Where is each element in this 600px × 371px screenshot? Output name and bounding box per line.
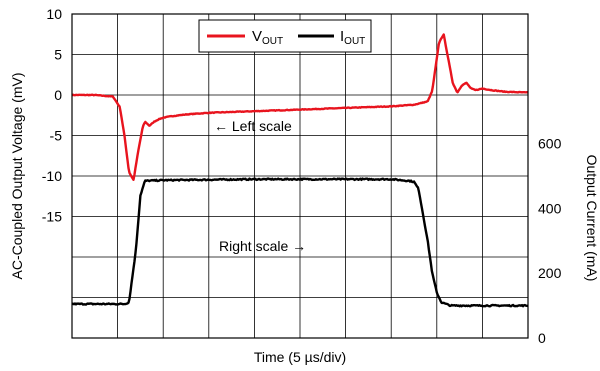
annotation-left-scale: ← Left scale <box>214 118 292 134</box>
series-layer <box>71 33 529 308</box>
right-tick-label: 400 <box>538 200 562 216</box>
series-line-iout <box>71 177 529 308</box>
x-axis-label: Time (5 µs/div) <box>254 349 346 365</box>
right-axis-label: Output Current (mA) <box>584 155 600 282</box>
series-line-vout <box>71 33 529 181</box>
left-axis-label: AC-Coupled Output Voltage (mV) <box>9 73 25 280</box>
left-tick-label: 10 <box>46 6 62 22</box>
grid <box>72 14 528 338</box>
legend-label-iout: IOUT <box>340 28 365 47</box>
right-tick-label: 0 <box>538 330 546 346</box>
left-tick-label: 5 <box>54 47 62 63</box>
annotation-right-scale: Right scale → <box>219 238 306 254</box>
right-axis-ticks: 600 400 200 0 <box>538 136 562 346</box>
left-tick-label: 0 <box>54 87 62 103</box>
right-tick-label: 600 <box>538 136 562 152</box>
left-axis-ticks: 10 5 0 -5 -10 -15 <box>42 6 62 225</box>
legend: VOUT IOUT <box>198 19 372 53</box>
left-tick-label: -5 <box>50 128 63 144</box>
right-tick-label: 200 <box>538 265 562 281</box>
plot-frame <box>71 13 529 339</box>
left-tick-label: -15 <box>42 209 62 225</box>
legend-label-vout: VOUT <box>252 28 283 47</box>
left-tick-label: -10 <box>42 168 62 184</box>
